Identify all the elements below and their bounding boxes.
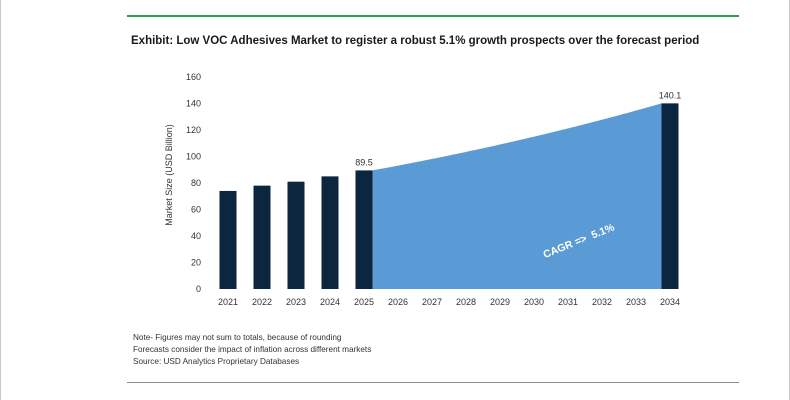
x-tick-label-2021: 2021 xyxy=(218,297,238,307)
bar-2021 xyxy=(219,190,237,289)
x-tick-label-2027: 2027 xyxy=(422,297,442,307)
x-tick-label-2028: 2028 xyxy=(456,297,476,307)
y-tick-label: 60 xyxy=(191,205,201,215)
y-tick-labels: 0 20 40 60 80 100 120 140 160 xyxy=(186,72,201,294)
footnote-inflation: Forecasts consider the impact of inflati… xyxy=(133,345,372,354)
y-tick-label: 40 xyxy=(191,231,201,241)
x-tick-label-2032: 2032 xyxy=(592,297,612,307)
footnote-source: Source: USD Analytics Proprietary Databa… xyxy=(133,357,300,366)
x-tick-label-2026: 2026 xyxy=(388,297,408,307)
x-tick-label-2023: 2023 xyxy=(286,297,306,307)
y-tick-label: 0 xyxy=(196,284,201,294)
data-labels: 89.5 140.1 xyxy=(355,90,681,167)
y-axis-label: Market Size (USD Billion) xyxy=(164,124,174,226)
y-tick-label: 100 xyxy=(186,152,201,162)
bar-2023 xyxy=(287,181,305,289)
y-tick-label: 80 xyxy=(191,178,201,188)
bottom-rule xyxy=(127,382,739,383)
y-tick-label: 120 xyxy=(186,125,201,135)
x-tick-label-2029: 2029 xyxy=(490,297,510,307)
x-tick-label-2031: 2031 xyxy=(558,297,578,307)
data-label-2034: 140.1 xyxy=(659,90,682,100)
data-label-2025: 89.5 xyxy=(355,157,373,167)
bar-2034 xyxy=(661,103,679,290)
footnote-rounding: Note- Figures may not sum to totals, bec… xyxy=(133,333,342,342)
y-tick-label: 160 xyxy=(186,72,201,82)
y-tick-label: 20 xyxy=(191,258,201,268)
y-tick-label: 140 xyxy=(186,99,201,109)
bar-2025 xyxy=(355,170,373,289)
x-tick-label-2034: 2034 xyxy=(660,297,680,307)
x-tick-labels: 2021 2022 2023 2024 2025 2026 2027 2028 2029 2030… xyxy=(218,297,680,307)
x-tick-label-2033: 2033 xyxy=(626,297,646,307)
x-tick-label-2025: 2025 xyxy=(354,297,374,307)
frame-left-border xyxy=(0,0,1,400)
forecast-area-group xyxy=(372,103,662,290)
forecast-area xyxy=(372,103,662,290)
bars-group xyxy=(219,103,679,290)
top-rule xyxy=(127,15,739,17)
footnotes: Note- Figures may not sum to totals, bec… xyxy=(133,332,371,368)
bar-2024 xyxy=(321,176,339,289)
x-tick-label-2024: 2024 xyxy=(320,297,340,307)
x-tick-label-2030: 2030 xyxy=(524,297,544,307)
x-tick-label-2022: 2022 xyxy=(252,297,272,307)
chart-title: Exhibit: Low VOC Adhesives Market to reg… xyxy=(131,35,700,47)
bar-2022 xyxy=(253,185,271,289)
